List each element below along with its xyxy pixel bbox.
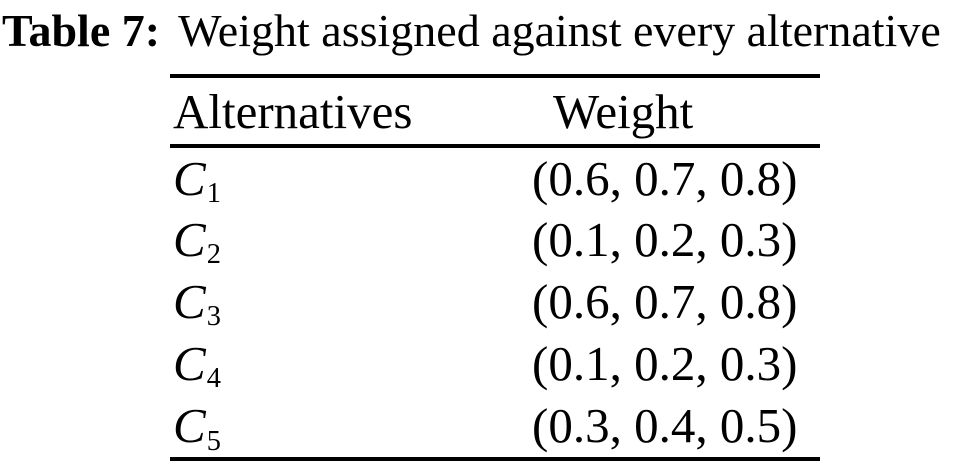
alternative-symbol: C [173,335,206,391]
alternative-cell: C5 [170,394,532,459]
table-row: C4 (0.1, 0.2, 0.3) [170,332,820,394]
alternative-subscript: 2 [206,239,221,271]
alternative-symbol: C [173,273,206,329]
alternative-subscript: 5 [206,425,221,457]
caption-label: Table 7: [2,5,161,56]
table-body: C1 (0.6, 0.7, 0.8) C2 (0.1, 0.2, 0.3) C3… [170,146,820,459]
column-header-weight: Weight [532,76,820,148]
table-header: Alternatives Weight [170,76,820,148]
weight-cell: (0.1, 0.2, 0.3) [532,211,798,267]
table-row: C3 (0.6, 0.7, 0.8) [170,270,820,332]
weights-table: Alternatives Weight C1 (0.6, 0.7, 0.8) C… [170,74,820,461]
weight-cell: (0.6, 0.7, 0.8) [532,273,798,329]
alternative-cell: C2 [170,208,532,270]
alternative-subscript: 1 [206,178,221,210]
alternative-symbol: C [173,150,206,206]
alternative-subscript: 3 [206,301,221,333]
alternative-symbol: C [173,211,206,267]
column-header-alternatives: Alternatives [170,76,532,148]
caption-title: Weight assigned against every alternativ… [178,5,941,56]
alternative-subscript: 4 [206,363,221,395]
weight-cell: (0.3, 0.4, 0.5) [532,398,798,453]
alternative-cell: C3 [170,270,532,332]
alternative-symbol: C [173,398,206,453]
weight-cell: (0.6, 0.7, 0.8) [532,150,798,206]
table-row: C2 (0.1, 0.2, 0.3) [170,208,820,270]
table-row: C5 (0.3, 0.4, 0.5) [170,394,820,459]
table-row: C1 (0.6, 0.7, 0.8) [170,146,820,210]
alternative-cell: C1 [170,146,532,210]
header-row: Alternatives Weight [170,76,820,148]
weight-cell: (0.1, 0.2, 0.3) [532,335,798,391]
table-caption: Table 7: Weight assigned against every al… [2,0,975,62]
alternative-cell: C4 [170,332,532,394]
